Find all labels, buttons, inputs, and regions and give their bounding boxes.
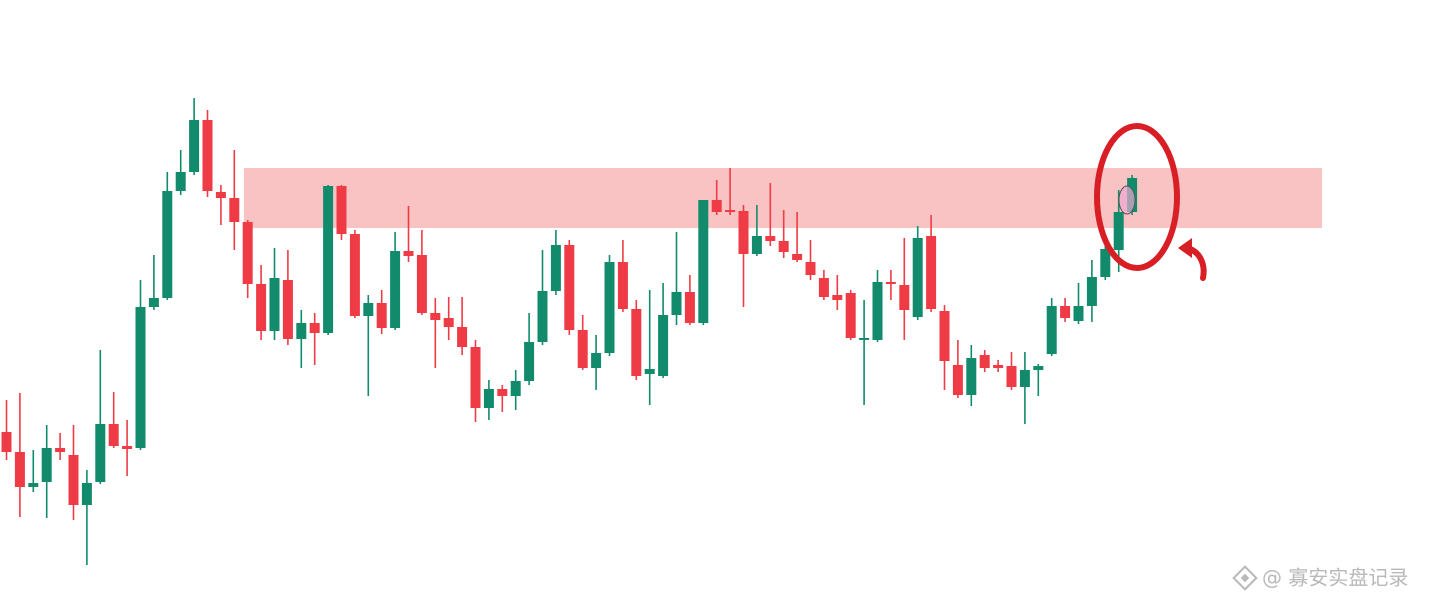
candle-body xyxy=(993,365,1004,368)
candle-body xyxy=(483,389,494,408)
candle-body xyxy=(577,330,588,368)
candle-body xyxy=(68,455,79,505)
watermark-logo xyxy=(1232,565,1258,591)
arrow-head xyxy=(1178,238,1192,258)
candle-body xyxy=(510,381,521,396)
candle-body xyxy=(1006,366,1017,387)
candle-body xyxy=(778,241,789,252)
candle-body xyxy=(497,389,508,396)
candle-body xyxy=(805,262,816,275)
candle-body xyxy=(122,446,133,449)
candle-body xyxy=(899,285,910,310)
candle-body xyxy=(644,369,655,374)
candle-body xyxy=(162,191,173,298)
candle-body xyxy=(751,236,762,254)
candle-body xyxy=(671,292,682,315)
candle-body xyxy=(229,198,240,222)
candle-body xyxy=(416,255,427,313)
candle-body xyxy=(28,483,39,487)
candle-body xyxy=(1033,366,1044,370)
candle-body xyxy=(765,236,776,241)
candle-body xyxy=(363,303,374,316)
candle-body xyxy=(698,200,709,323)
candle-body xyxy=(443,318,454,327)
candle-body xyxy=(1,432,12,452)
candle-body xyxy=(564,245,575,330)
candle-body xyxy=(256,284,267,331)
candle-layer xyxy=(1,98,1138,565)
candle-body xyxy=(617,262,628,309)
candle-body xyxy=(1113,212,1124,250)
candle-body xyxy=(1019,370,1030,387)
candle-body xyxy=(872,282,883,340)
candle-body xyxy=(979,355,990,368)
candle-body xyxy=(242,222,253,284)
candle-body xyxy=(470,347,481,408)
candle-body xyxy=(591,353,602,368)
candle-body xyxy=(376,303,387,328)
candle-body xyxy=(792,254,803,260)
candle-body xyxy=(349,234,360,316)
candle-body xyxy=(631,309,642,376)
candle-body xyxy=(912,238,923,317)
candle-body xyxy=(135,307,146,448)
candle-body xyxy=(1073,306,1084,321)
candle-body xyxy=(711,200,722,212)
candle-body xyxy=(55,448,66,452)
candle-body xyxy=(684,292,695,323)
watermark-text: @ 寡安实盘记录 xyxy=(1262,566,1408,590)
candle-body xyxy=(309,323,320,333)
candle-body xyxy=(845,293,856,338)
candle-body xyxy=(81,483,92,505)
watermark: @ 寡安实盘记录 xyxy=(1232,565,1408,591)
candle-body xyxy=(1046,306,1057,354)
candle-body xyxy=(336,186,347,234)
candle-body xyxy=(14,452,25,487)
highlight-marker xyxy=(1118,185,1136,215)
candle-body xyxy=(202,120,213,191)
candle-body xyxy=(818,278,829,297)
candle-body xyxy=(926,236,937,309)
candle-body xyxy=(952,365,963,395)
candle-body xyxy=(1060,306,1071,318)
candle-body xyxy=(282,280,293,339)
candle-body xyxy=(457,327,468,347)
candle-body xyxy=(148,298,159,307)
candle-body xyxy=(550,245,561,291)
candle-body xyxy=(725,210,736,212)
candle-body xyxy=(524,342,535,381)
candle-body xyxy=(41,448,52,482)
candle-body xyxy=(537,291,548,342)
candle-body xyxy=(658,315,669,376)
candle-body xyxy=(1086,277,1097,306)
highlight-circle xyxy=(1094,123,1180,271)
candle-body xyxy=(95,424,106,482)
candle-body xyxy=(738,211,749,254)
candle-body xyxy=(885,282,896,284)
candle-body xyxy=(296,323,307,339)
candle-body xyxy=(939,311,950,361)
candle-body xyxy=(832,295,843,300)
candle-body xyxy=(859,338,870,340)
candle-body xyxy=(215,192,226,198)
candle-body xyxy=(403,251,414,256)
candle-body xyxy=(189,120,200,172)
candle-body xyxy=(604,262,615,353)
candle-body xyxy=(108,424,119,446)
candle-body xyxy=(1100,249,1111,277)
candle-body xyxy=(323,186,334,333)
candle-body xyxy=(966,358,977,395)
candle-body xyxy=(175,172,186,191)
candle-body xyxy=(390,251,401,328)
candle-body xyxy=(430,313,441,320)
candle-body xyxy=(269,278,280,331)
